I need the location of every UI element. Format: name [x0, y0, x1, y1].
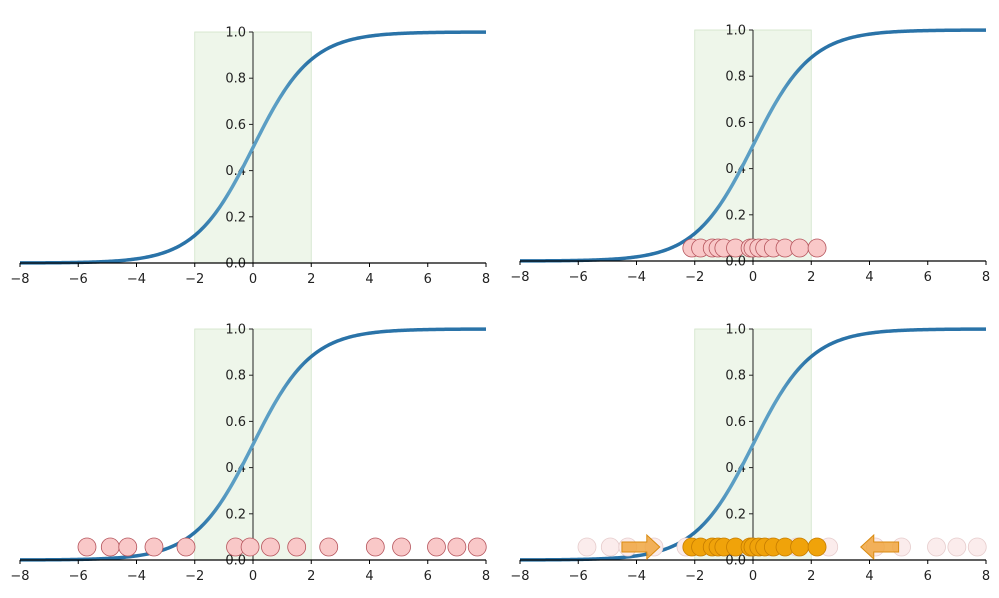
y-tick-label: 0.2 [225, 210, 246, 225]
x-tick-label: 4 [865, 569, 873, 584]
y-tick-label: 0.6 [725, 116, 746, 131]
y-tick-label: 1.0 [225, 323, 246, 338]
x-tick-label: 2 [807, 270, 815, 285]
highlighted-point [807, 537, 827, 557]
y-tick-label: 0.8 [225, 369, 246, 384]
data-point [427, 537, 446, 557]
y-tick-label: 0.2 [725, 208, 746, 223]
faded-point [927, 537, 946, 557]
y-tick-label: 0.2 [725, 507, 746, 522]
y-tick-label: 1.0 [225, 26, 246, 41]
y-tick-label: 0.6 [725, 415, 746, 430]
x-tick-label: 8 [982, 569, 990, 584]
panel-top-right: 0.00.20.40.60.81.0−8 −6 −4 −2 0 2 4 6 8 [510, 24, 990, 286]
data-point [392, 537, 411, 557]
x-tick-label: 8 [482, 569, 490, 584]
x-tick-label: 8 [482, 272, 490, 287]
arrow-left-icon [860, 533, 900, 561]
x-tick-label: 4 [865, 270, 873, 285]
data-point [261, 537, 280, 557]
x-tick-label: 0 [249, 569, 257, 584]
highlighted-point [790, 537, 809, 557]
x-tick-label: −6 [69, 272, 88, 287]
x-tick-label: 6 [924, 569, 932, 584]
x-tick-label: 4 [365, 272, 373, 287]
x-tick-label: −4 [127, 569, 146, 584]
x-tick-label: −8 [510, 270, 529, 285]
panel-bottom-right: 0.00.20.40.60.81.0−8 −6 −4 −2 0 2 4 6 8 [510, 323, 990, 585]
x-tick-label: −8 [510, 569, 529, 584]
x-tick-label: −2 [185, 569, 204, 584]
data-point [100, 537, 120, 557]
data-point [118, 537, 138, 557]
sigmoid-curve [20, 30, 486, 265]
x-tick-label: −4 [627, 569, 646, 584]
x-tick-label: −2 [185, 272, 204, 287]
x-tick-label: 6 [924, 270, 932, 285]
faded-point [600, 537, 620, 557]
data-point [287, 537, 307, 557]
x-tick-label: 2 [307, 272, 315, 287]
x-tick-label: 2 [807, 569, 815, 584]
x-tick-label: −4 [127, 272, 146, 287]
x-tick-label: 2 [307, 569, 315, 584]
y-tick-label: 0.6 [225, 118, 246, 133]
sigmoid-curve [520, 327, 986, 562]
x-tick-label: 8 [982, 270, 990, 285]
y-tick-label: 0.2 [225, 507, 246, 522]
sigmoid-curve [520, 28, 986, 263]
x-tick-label: −8 [10, 272, 29, 287]
x-tick-label: −2 [685, 270, 704, 285]
data-point [319, 537, 339, 557]
data-point [365, 537, 385, 557]
faded-point [967, 537, 987, 557]
faded-point [577, 537, 597, 557]
data-point [240, 537, 260, 557]
data-point [144, 537, 164, 557]
data-point [467, 537, 487, 557]
data-point [807, 238, 827, 258]
arrow-right-icon [621, 533, 661, 561]
data-point [176, 537, 196, 557]
x-tick-label: 6 [424, 272, 432, 287]
panel-top-left: 0.00.20.40.60.81.0−8 −6 −4 −2 0 2 4 6 8 [10, 26, 490, 288]
x-tick-label: 4 [365, 569, 373, 584]
y-tick-label: 1.0 [725, 323, 746, 338]
x-tick-label: 0 [749, 569, 757, 584]
data-point [447, 537, 467, 557]
y-tick-label: 0.8 [225, 72, 246, 87]
y-tick-label: 0.0 [225, 257, 246, 272]
x-tick-label: −8 [10, 569, 29, 584]
y-tick-label: 0.6 [225, 415, 246, 430]
y-tick-label: 0.0 [725, 554, 746, 569]
x-tick-label: −6 [569, 270, 588, 285]
x-tick-label: −6 [69, 569, 88, 584]
faded-point [947, 537, 967, 557]
y-tick-label: 0.0 [225, 554, 246, 569]
x-tick-label: −6 [569, 569, 588, 584]
x-tick-label: 0 [749, 270, 757, 285]
y-tick-label: 0.8 [725, 70, 746, 85]
x-tick-label: 6 [424, 569, 432, 584]
y-tick-label: 0.8 [725, 369, 746, 384]
sigmoid-curve [20, 327, 486, 562]
x-tick-label: 0 [249, 272, 257, 287]
y-tick-label: 1.0 [725, 24, 746, 39]
data-point [77, 537, 97, 557]
x-tick-label: −4 [627, 270, 646, 285]
y-tick-label: 0.0 [725, 255, 746, 270]
x-tick-label: −2 [685, 569, 704, 584]
panel-bottom-left: 0.00.20.40.60.81.0−8 −6 −4 −2 0 2 4 6 8 [10, 323, 490, 585]
data-point [790, 238, 809, 258]
